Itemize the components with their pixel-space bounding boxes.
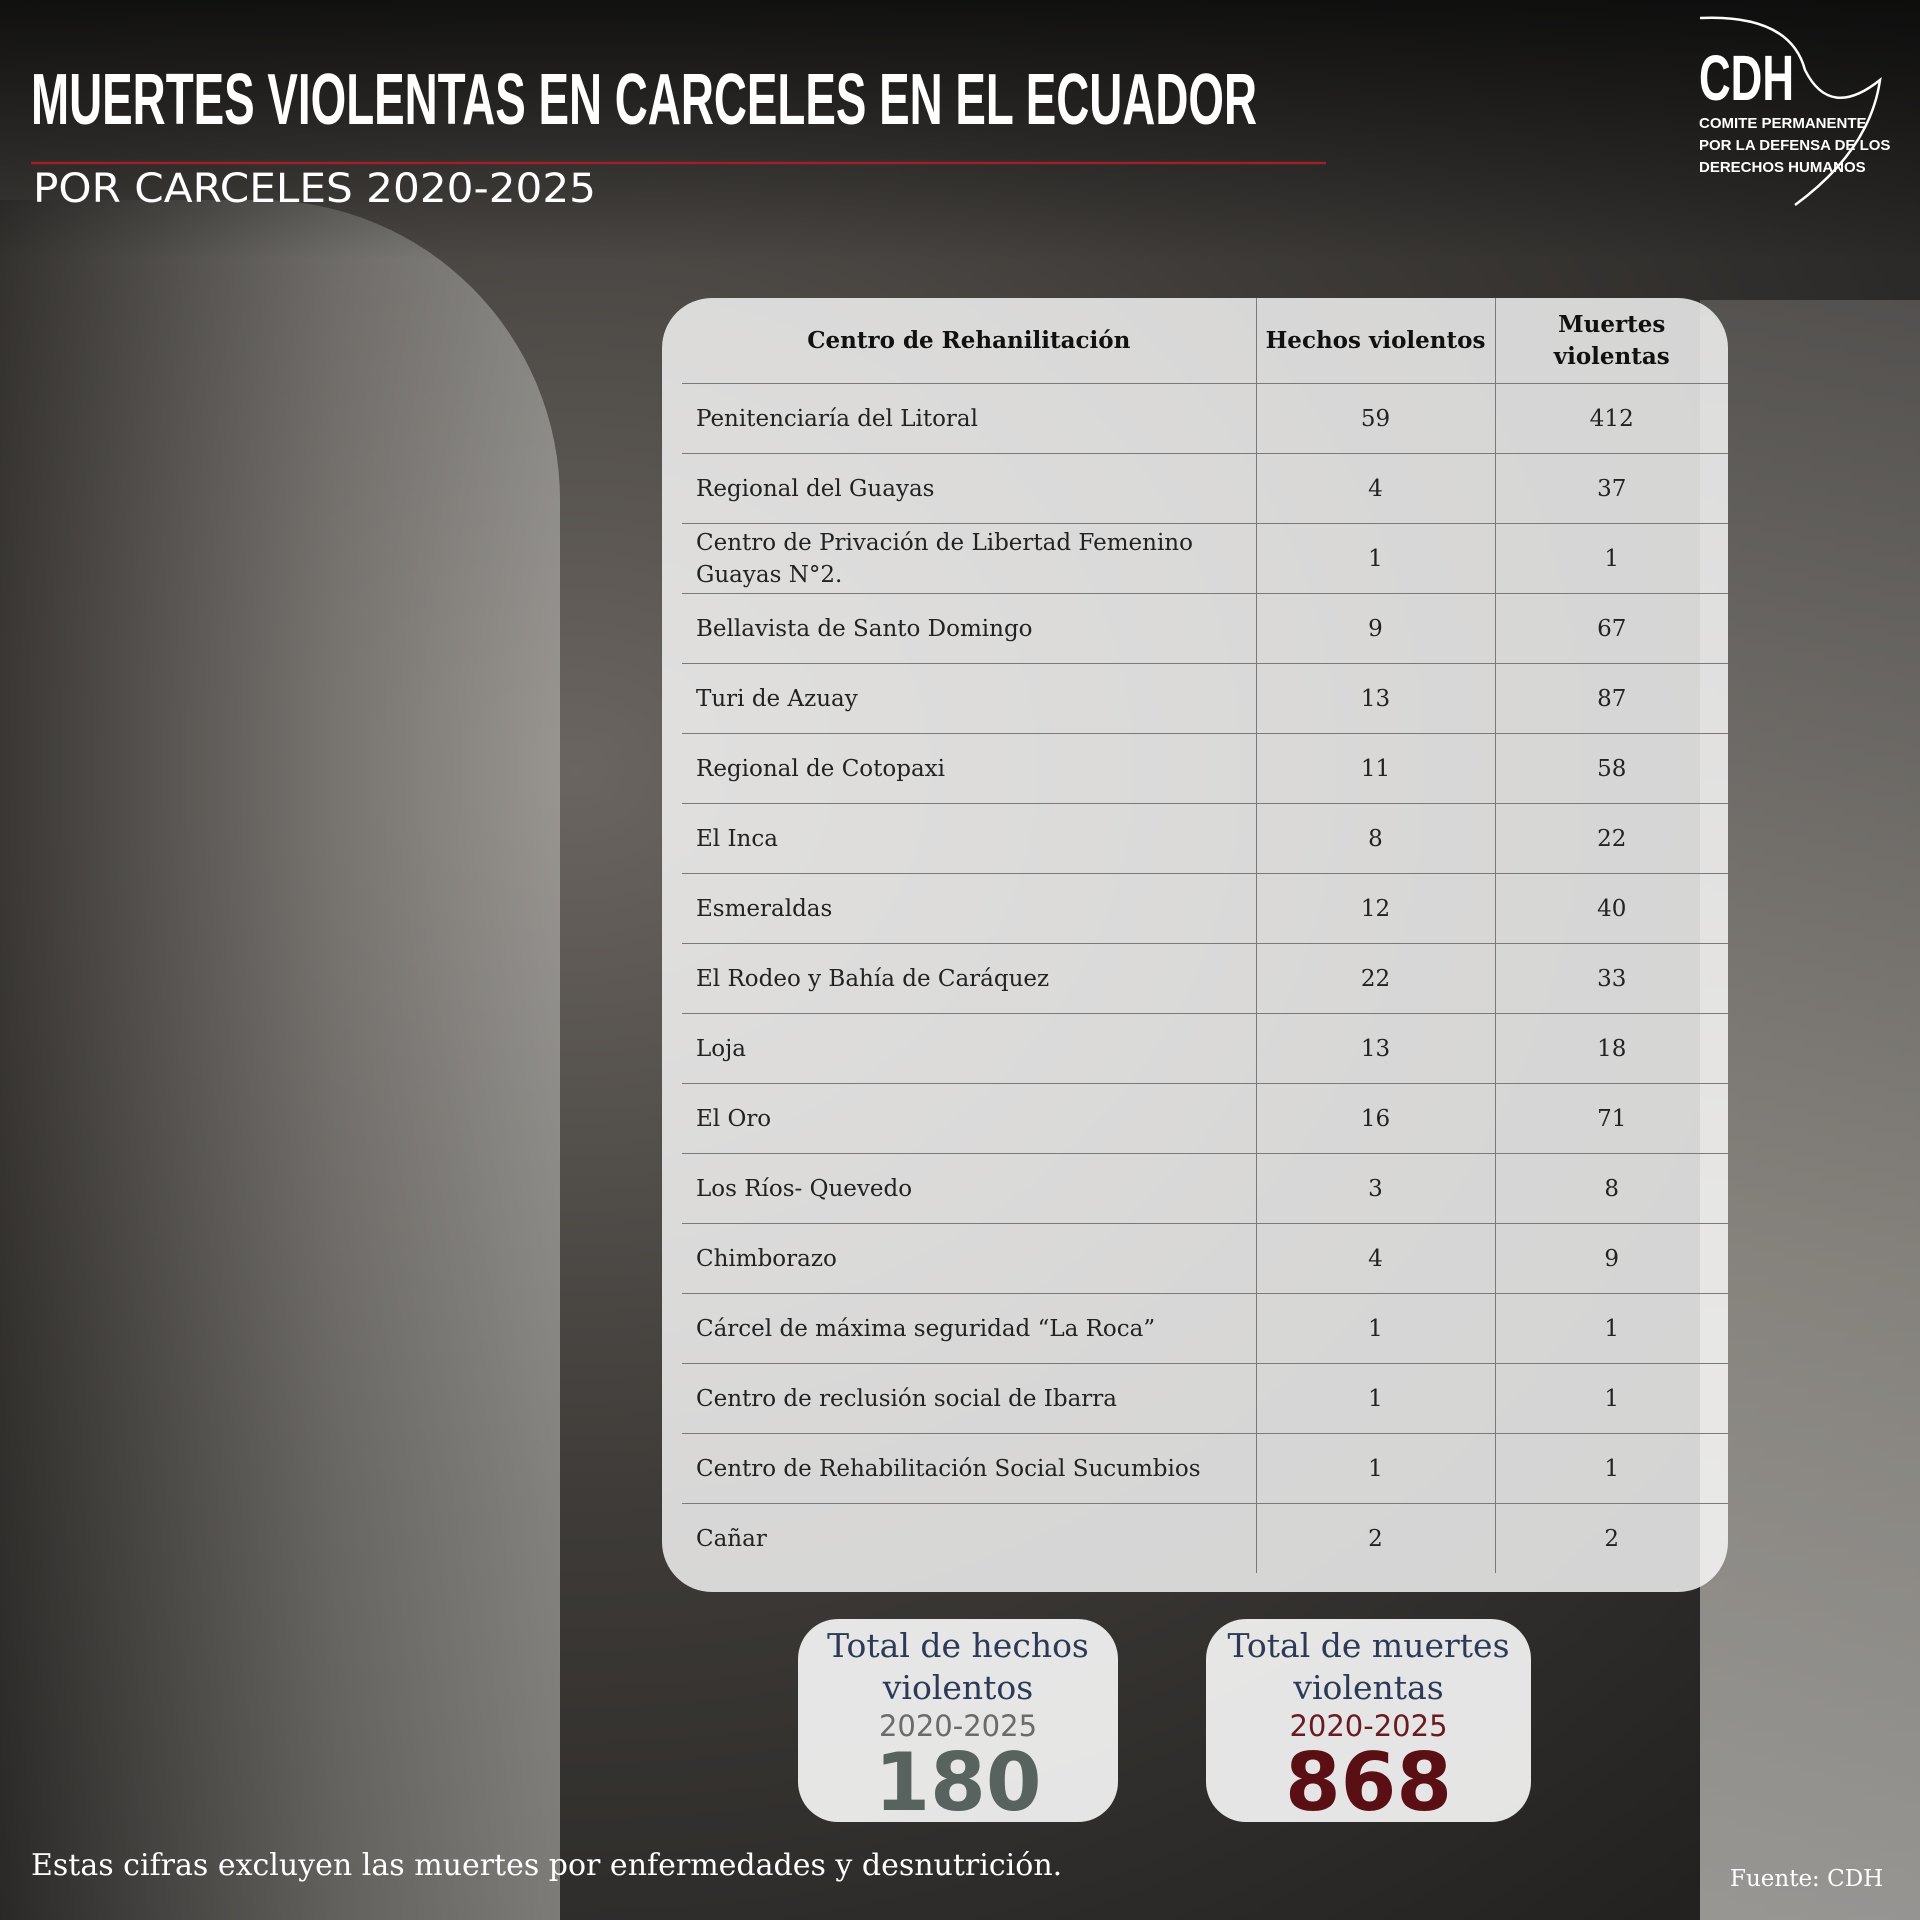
center-name: El Inca <box>682 803 1256 874</box>
cell-value: 12 <box>1255 873 1495 944</box>
table-card: Centro de Rehanilitación Hechos violento… <box>662 298 1728 1592</box>
table-row: Bellavista de Santo Domingo 9 67 <box>682 593 1728 664</box>
center-name: Bellavista de Santo Domingo <box>682 593 1256 664</box>
table-row: Regional de Cotopaxi 11 58 <box>682 733 1728 804</box>
logo-dove <box>1699 16 1882 207</box>
cell-value: 87 <box>1494 663 1728 734</box>
center-name: Centro de Privación de Libertad Femenino… <box>682 523 1256 594</box>
table-row: Cárcel de máxima seguridad “La Roca” 1 1 <box>682 1293 1728 1364</box>
table-row: El Inca 8 22 <box>682 803 1728 874</box>
center-name: Regional del Guayas <box>682 453 1256 524</box>
cell-value: 18 <box>1494 1013 1728 1084</box>
table-row: El Oro 16 71 <box>682 1083 1728 1154</box>
center-name: Regional de Cotopaxi <box>682 733 1256 804</box>
table-row: El Rodeo y Bahía de Caráquez 22 33 <box>682 943 1728 1014</box>
column-header: Muertes violentas <box>1494 298 1728 384</box>
total-period: 2020-2025 <box>1289 1709 1448 1743</box>
logo-line: COMITE PERMANENTE <box>1699 115 1867 132</box>
logo-line: POR LA DEFENSA DE LOS <box>1699 137 1890 154</box>
cell-value: 1 <box>1255 1363 1495 1434</box>
total-period: 2020-2025 <box>878 1709 1038 1743</box>
center-name: Esmeraldas <box>682 873 1256 944</box>
table-row: Cañar 2 2 <box>682 1503 1728 1573</box>
center-name: Centro de reclusión social de Ibarra <box>682 1363 1256 1434</box>
table-row: Los Ríos- Quevedo 3 8 <box>682 1153 1728 1224</box>
cell-value: 1 <box>1255 523 1495 594</box>
background-shape <box>1700 300 1920 1920</box>
table-row: Turi de Azuay 13 87 <box>682 663 1728 734</box>
cell-value: 4 <box>1255 1223 1495 1294</box>
cell-value: 1 <box>1494 1433 1728 1504</box>
cell-value: 22 <box>1255 943 1495 1014</box>
header: MUERTES VIOLENTAS EN CARCELES EN EL ECUA… <box>31 16 1890 212</box>
total-label: Total de hechos violentos <box>827 1626 1089 1707</box>
cell-value: 40 <box>1494 873 1728 944</box>
center-name: Loja <box>682 1013 1256 1084</box>
cell-value: 8 <box>1255 803 1495 874</box>
table-row: Penitenciaría del Litoral 59 412 <box>682 383 1728 454</box>
cell-value: 9 <box>1494 1223 1728 1294</box>
table: Centro de Rehanilitación Hechos violento… <box>682 298 1728 1573</box>
total-box: Total de muertes violentas 2020-2025 868 <box>1206 1619 1531 1829</box>
center-name: El Rodeo y Bahía de Caráquez <box>682 943 1256 1014</box>
cell-value: 1 <box>1255 1433 1495 1504</box>
center-name: El Oro <box>682 1083 1256 1154</box>
cell-value: 58 <box>1494 733 1728 804</box>
table-row: Centro de Privación de Libertad Femenino… <box>682 523 1728 594</box>
cell-value: 13 <box>1255 1013 1495 1084</box>
cell-value: 9 <box>1255 593 1495 664</box>
cell-value: 37 <box>1494 453 1728 524</box>
total-label: Total de muertes violentas <box>1227 1626 1510 1707</box>
center-name: Chimborazo <box>682 1223 1256 1294</box>
cell-value: 1 <box>1494 1293 1728 1364</box>
logo-line: DERECHOS HUMANOS <box>1699 159 1866 176</box>
center-name: Cárcel de máxima seguridad “La Roca” <box>682 1293 1256 1364</box>
total-value: 180 <box>874 1736 1042 1829</box>
cell-value: 3 <box>1255 1153 1495 1224</box>
table-row: Regional del Guayas 4 37 <box>682 453 1728 524</box>
logo-acronym: CDH <box>1699 42 1794 114</box>
column-header: Hechos violentos <box>1255 298 1495 384</box>
center-name: Turi de Azuay <box>682 663 1256 734</box>
table-row: Centro de reclusión social de Ibarra 1 1 <box>682 1363 1728 1434</box>
table-row: Loja 13 18 <box>682 1013 1728 1084</box>
header-row: Centro de Rehanilitación Hechos violento… <box>682 298 1728 384</box>
table-row: Chimborazo 4 9 <box>682 1223 1728 1294</box>
table-row: Centro de Rehabilitación Social Sucumbio… <box>682 1433 1728 1504</box>
cell-value: 1 <box>1494 523 1728 594</box>
cell-value: 8 <box>1494 1153 1728 1224</box>
cell-value: 2 <box>1255 1503 1495 1573</box>
center-name: Cañar <box>682 1503 1256 1573</box>
cell-value: 33 <box>1494 943 1728 1014</box>
table-row: Esmeraldas 12 40 <box>682 873 1728 944</box>
cell-value: 22 <box>1494 803 1728 874</box>
cell-value: 13 <box>1255 663 1495 734</box>
center-name: Centro de Rehabilitación Social Sucumbio… <box>682 1433 1256 1504</box>
title: MUERTES VIOLENTAS EN CARCELES EN EL ECUA… <box>31 60 1257 140</box>
cell-value: 1 <box>1255 1293 1495 1364</box>
cell-value: 67 <box>1494 593 1728 664</box>
total-box: Total de hechos violentos 2020-2025 180 <box>798 1619 1118 1829</box>
cell-value: 412 <box>1494 383 1728 454</box>
footnote: Estas cifras excluyen las muertes por en… <box>31 1848 1063 1883</box>
subtitle: POR CARCELES 2020-2025 <box>33 166 596 212</box>
center-name: Penitenciaría del Litoral <box>682 383 1256 454</box>
cell-value: 2 <box>1494 1503 1728 1573</box>
cell-value: 16 <box>1255 1083 1495 1154</box>
cell-value: 11 <box>1255 733 1495 804</box>
cell-value: 71 <box>1494 1083 1728 1154</box>
background-shape <box>0 200 560 1920</box>
table-body: Penitenciaría del Litoral 59 412 Regional d… <box>682 383 1728 1573</box>
total-value: 868 <box>1285 1736 1452 1829</box>
background-shade <box>0 0 1920 260</box>
cell-value: 1 <box>1494 1363 1728 1434</box>
source: Fuente: CDH <box>1730 1866 1884 1892</box>
column-header: Centro de Rehanilitación <box>807 326 1131 354</box>
cell-value: 4 <box>1255 453 1495 524</box>
cell-value: 59 <box>1255 383 1495 454</box>
center-name: Los Ríos- Quevedo <box>682 1153 1256 1224</box>
